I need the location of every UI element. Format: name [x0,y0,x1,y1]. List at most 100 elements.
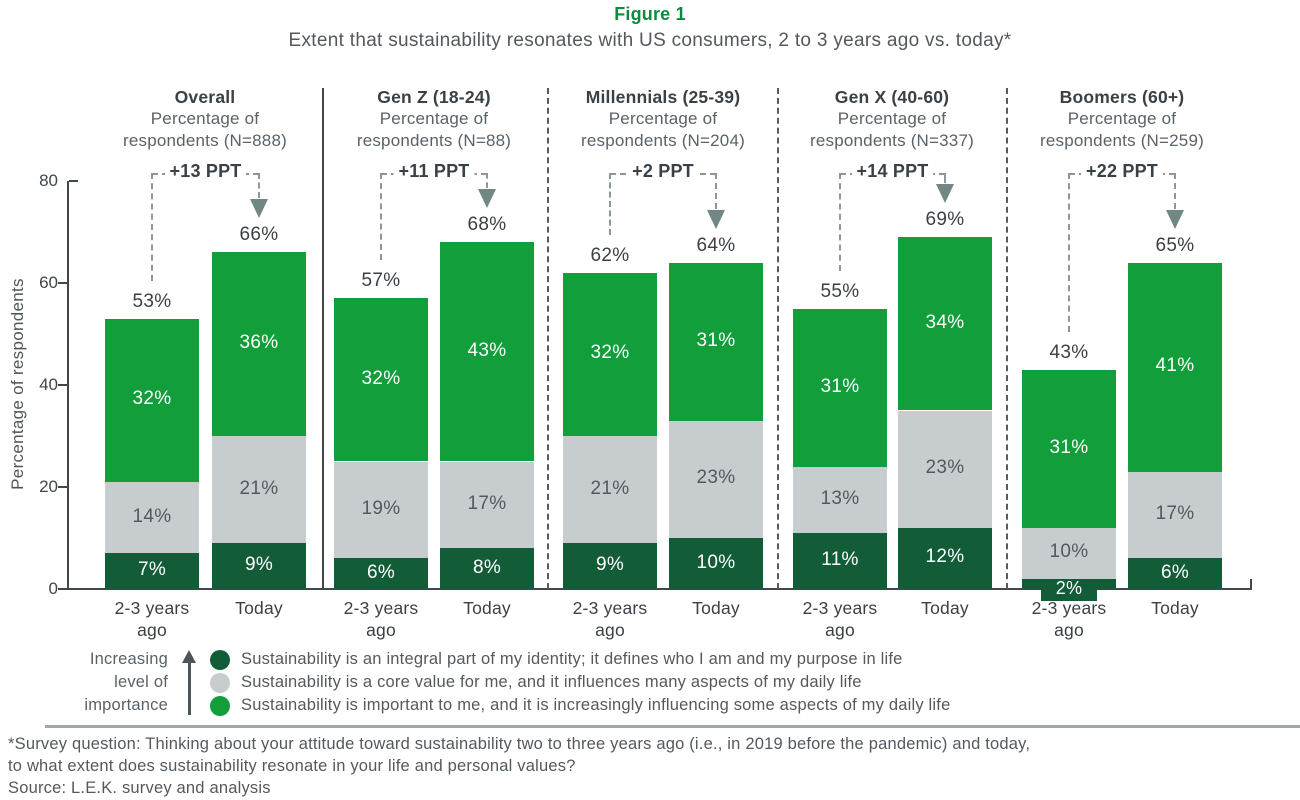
panel-name: Gen Z (18-24) [377,87,491,107]
ppt-annotation-right-dash [486,173,488,189]
segment-value-label: 32% [132,388,172,410]
bar-x-label: Today [463,598,511,618]
bar-total-label: 43% [1049,341,1089,363]
segment-value-label: 43% [467,339,507,361]
segment-value-label: 32% [361,367,401,389]
segment-value-label: 41% [1155,355,1195,377]
bar-segment [563,272,657,436]
panel-separator [322,88,324,589]
bar-segment [334,558,428,589]
panel-header: Gen X (40-60) Percentage of respondents (… [782,86,1002,152]
bar-segment [793,308,887,467]
bar-segment [440,548,534,589]
bar-segment [212,543,306,589]
y-tick-label: 60 [39,273,58,292]
legend-caption: Increasing level of importance [84,650,168,714]
ppt-arrow-down-icon [707,209,725,229]
bar-segment [105,318,199,482]
segment-value-label: 21% [590,477,630,499]
legend-swatch-icon [210,649,230,670]
segment-value-label: 14% [132,505,172,527]
panel-name: Overall [174,87,236,107]
bar-total-label: 68% [467,214,507,236]
bar-total-label: 62% [590,244,630,266]
bar-segment [669,420,763,538]
segment-value-label: 19% [361,497,401,519]
bar-x-label: 2-3 years ago [1031,598,1107,640]
ppt-arrow-down-icon [250,199,268,219]
ppt-annotation-label: +14 PPT [851,161,934,182]
bar-total-label: 55% [820,280,860,302]
panel-separator [777,88,779,589]
legend-item-label: Sustainability is an integral part of my… [241,650,903,668]
ppt-annotation-right-dash [258,173,260,199]
ppt-annotation-left-dash [609,173,611,235]
legend-item: Sustainability is important to me, and i… [210,694,950,717]
legend-item-label: Sustainability is important to me, and i… [241,696,951,714]
y-tick-label: 40 [39,375,58,394]
ppt-annotation-right-dash [715,173,717,209]
segment-value-label: 12% [925,546,965,568]
segment-value-label: 9% [244,554,274,576]
ppt-arrow-down-icon [1166,209,1184,229]
segment-value-label: 23% [696,467,736,489]
bar-x-label: 2-3 years ago [572,598,648,640]
bar-segment [563,436,657,544]
segment-value-label: 34% [925,311,965,333]
segment-value-label: 10% [696,551,736,573]
bar-segment [1022,527,1116,579]
segment-value-label: 31% [696,329,736,351]
bar-x-label: 2-3 years ago [802,598,878,640]
bar-total-label: 64% [696,234,736,256]
ppt-arrow-down-icon [478,189,496,209]
segment-value-label: 31% [820,375,860,397]
ppt-arrow-down-icon [936,184,954,204]
ppt-annotation-left-dash [839,173,841,271]
ppt-annotation-right-dash [1174,173,1176,209]
increasing-importance-arrow-up-icon [168,648,210,715]
bar-total-label: 66% [239,224,279,246]
panel-n-label: Percentage of respondents (N=888) [123,109,287,150]
panel-name: Boomers (60+) [1059,87,1185,107]
ppt-annotation-label: +13 PPT [164,161,247,182]
panel-n-label: Percentage of respondents (N=204) [581,109,745,150]
y-tick [58,384,67,386]
legend: Increasing level of importance Sustainab… [56,648,950,717]
legend-swatch-icon [210,695,230,716]
panel-name: Gen X (40-60) [834,87,950,107]
y-tick [58,282,67,284]
legend-item: Sustainability is a core value for me, a… [210,671,950,694]
bar-segment [212,436,306,544]
ppt-annotation-label: +11 PPT [393,161,475,182]
segment-value-label: 17% [1155,503,1195,525]
bar-segment [440,242,534,462]
segment-value-label: 6% [1160,561,1190,583]
bar-segment [669,538,763,589]
ppt-annotation-label: +2 PPT [627,161,699,182]
ppt-annotation-left-dash [380,173,382,261]
footnote-line-2: to what extent does sustainability reson… [8,757,576,775]
bar-segment [898,237,992,411]
y-tick [69,180,78,182]
segment-value-label: 10% [1049,541,1089,563]
footnote-divider [45,725,1300,728]
segment-value-label: 13% [820,487,860,509]
bar-segment [793,532,887,589]
ppt-annotation-left-dash [1068,173,1070,332]
bar-segment [563,543,657,589]
segment-value-label: 17% [467,492,507,514]
segment-value-label: 23% [925,457,965,479]
segment-value-label: 8% [472,556,502,578]
y-tick [58,588,67,590]
panel-header: Millennials (25-39) Percentage of respond… [553,86,773,152]
bar-segment [440,461,534,549]
segment-value-label: 31% [1049,436,1089,458]
panel-header: Gen Z (18-24) Percentage of respondents (… [324,86,544,152]
bar-segment [105,553,199,589]
bar-x-label: 2-3 years ago [343,598,419,640]
bar-segment [105,481,199,554]
small-segment-callout: 2% [1041,576,1097,601]
legend-item-label: Sustainability is a core value for me, a… [241,673,862,691]
